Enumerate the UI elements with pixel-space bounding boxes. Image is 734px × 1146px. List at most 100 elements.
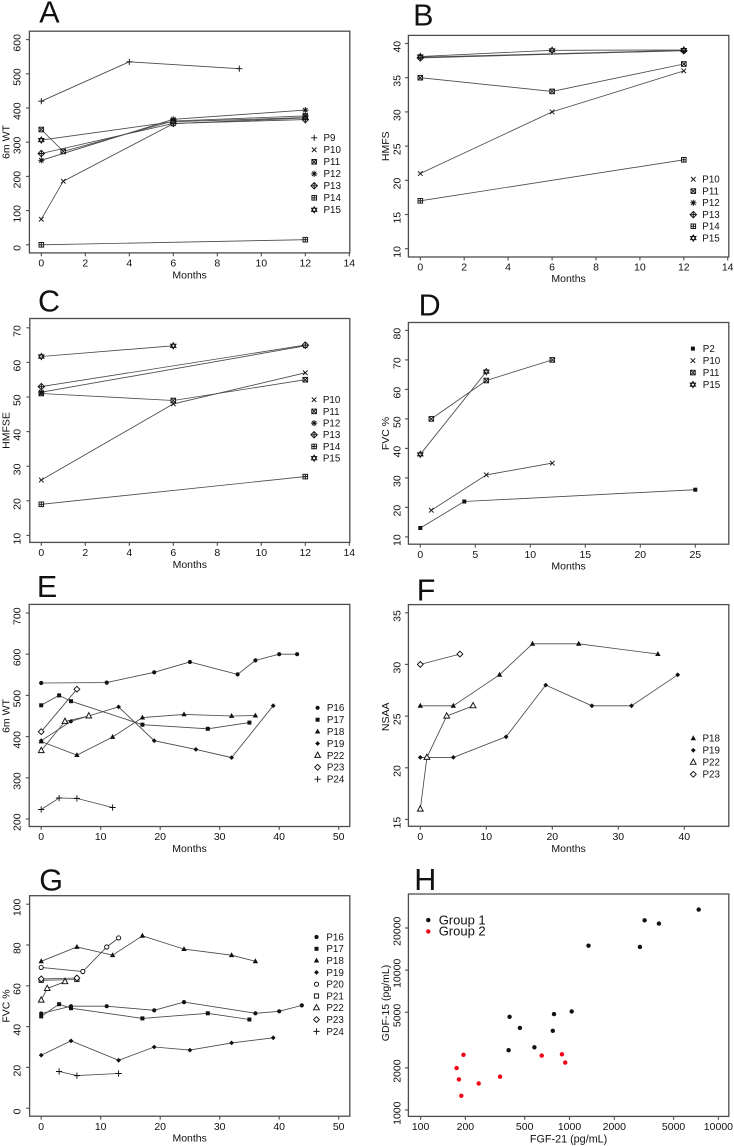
svg-text:P24: P24	[327, 775, 345, 786]
svg-text:P2: P2	[703, 344, 715, 355]
svg-text:P12: P12	[702, 198, 719, 209]
svg-text:0: 0	[417, 831, 423, 843]
svg-text:P10: P10	[702, 175, 720, 186]
svg-text:P16: P16	[327, 703, 345, 714]
svg-text:30: 30	[11, 463, 23, 475]
svg-text:200: 200	[11, 171, 23, 189]
svg-text:Months: Months	[551, 561, 585, 573]
svg-text:H: H	[414, 863, 436, 897]
svg-text:100: 100	[11, 898, 23, 916]
svg-text:P18: P18	[703, 734, 721, 745]
svg-text:40: 40	[678, 831, 690, 843]
svg-text:GDF-15 (pg/mL): GDF-15 (pg/mL)	[380, 965, 392, 1041]
svg-text:P14: P14	[702, 222, 720, 233]
svg-text:6m WT: 6m WT	[1, 125, 13, 159]
svg-text:500: 500	[11, 690, 23, 708]
svg-text:15: 15	[579, 549, 591, 561]
svg-text:6: 6	[549, 261, 555, 273]
svg-text:P14: P14	[324, 193, 342, 204]
svg-text:C: C	[38, 284, 60, 318]
svg-text:60: 60	[11, 983, 23, 995]
svg-text:P13: P13	[702, 210, 720, 221]
svg-text:200: 200	[457, 1121, 475, 1133]
svg-text:6: 6	[170, 547, 176, 559]
svg-text:HMFS: HMFS	[380, 131, 392, 161]
svg-text:0: 0	[417, 261, 423, 273]
svg-text:2: 2	[82, 258, 88, 270]
svg-text:5: 5	[472, 549, 478, 561]
svg-text:700: 700	[11, 607, 23, 625]
svg-text:P10: P10	[703, 356, 721, 367]
svg-text:2: 2	[82, 547, 88, 559]
svg-text:14: 14	[722, 261, 734, 273]
svg-text:20: 20	[392, 765, 404, 777]
svg-text:10: 10	[634, 261, 646, 273]
svg-text:30: 30	[392, 109, 404, 121]
svg-text:1000: 1000	[558, 1121, 582, 1133]
svg-text:40: 40	[392, 41, 404, 53]
svg-text:B: B	[413, 0, 433, 33]
svg-text:20000: 20000	[392, 916, 404, 945]
svg-text:20: 20	[11, 498, 23, 510]
svg-text:10: 10	[392, 246, 404, 258]
svg-text:8: 8	[214, 258, 220, 270]
svg-text:14: 14	[343, 547, 355, 559]
svg-text:500: 500	[11, 68, 23, 86]
svg-text:10000: 10000	[704, 1121, 733, 1133]
svg-text:25: 25	[392, 713, 404, 725]
svg-text:40: 40	[273, 1121, 285, 1133]
svg-text:10: 10	[95, 831, 107, 843]
svg-text:A: A	[39, 0, 60, 30]
svg-text:F: F	[417, 574, 436, 608]
svg-text:20: 20	[154, 1121, 166, 1133]
svg-text:30: 30	[214, 1121, 226, 1133]
svg-text:P11: P11	[702, 187, 719, 198]
svg-text:400: 400	[11, 731, 23, 749]
svg-text:10: 10	[255, 258, 267, 270]
svg-text:P10: P10	[324, 145, 342, 156]
svg-text:50: 50	[333, 1121, 345, 1133]
svg-text:12: 12	[299, 547, 311, 559]
svg-text:FVC %: FVC %	[1, 989, 13, 1022]
svg-text:HMFSE: HMFSE	[1, 412, 13, 449]
svg-text:4: 4	[505, 261, 511, 273]
svg-text:P18: P18	[326, 956, 344, 967]
svg-text:P11: P11	[324, 157, 341, 168]
svg-text:500: 500	[516, 1121, 534, 1133]
svg-text:P22: P22	[326, 1003, 343, 1014]
svg-text:600: 600	[11, 34, 23, 52]
svg-text:70: 70	[11, 325, 23, 337]
svg-text:300: 300	[11, 772, 23, 790]
svg-text:E: E	[37, 570, 57, 604]
svg-text:40: 40	[11, 1024, 23, 1036]
svg-text:30: 30	[612, 831, 624, 843]
svg-text:P15: P15	[702, 234, 720, 245]
svg-text:P18: P18	[327, 727, 345, 738]
svg-text:12: 12	[678, 261, 690, 273]
svg-text:35: 35	[392, 75, 404, 87]
svg-text:60: 60	[11, 360, 23, 372]
svg-text:14: 14	[343, 258, 355, 270]
svg-text:40: 40	[273, 831, 285, 843]
svg-text:35: 35	[392, 610, 404, 622]
svg-text:P17: P17	[327, 715, 344, 726]
svg-text:P22: P22	[327, 751, 344, 762]
svg-text:25: 25	[392, 143, 404, 155]
svg-text:0: 0	[417, 549, 423, 561]
svg-text:8: 8	[593, 261, 599, 273]
svg-text:15: 15	[392, 817, 404, 829]
svg-text:20: 20	[392, 178, 404, 190]
svg-text:20: 20	[11, 1065, 23, 1077]
svg-text:25: 25	[689, 549, 701, 561]
svg-text:P19: P19	[327, 739, 344, 750]
svg-text:P11: P11	[703, 368, 720, 379]
svg-text:Months: Months	[172, 843, 206, 855]
svg-text:10000: 10000	[392, 959, 404, 988]
svg-text:70: 70	[392, 357, 404, 369]
svg-text:P17: P17	[326, 944, 343, 955]
svg-text:P13: P13	[323, 430, 341, 441]
svg-text:G: G	[39, 864, 63, 898]
svg-text:P23: P23	[703, 770, 721, 781]
svg-text:300: 300	[11, 136, 23, 154]
svg-text:0: 0	[38, 258, 44, 270]
